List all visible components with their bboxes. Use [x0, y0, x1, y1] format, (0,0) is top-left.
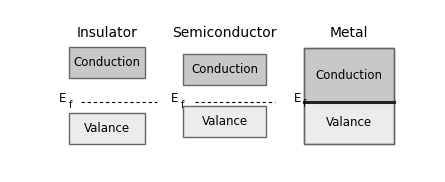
Bar [304, 48, 394, 144]
Text: Conduction: Conduction [74, 56, 141, 69]
Text: Conduction: Conduction [315, 69, 382, 82]
Bar [183, 106, 266, 137]
Text: E: E [59, 92, 66, 105]
Text: f: f [69, 100, 72, 110]
Bar [69, 47, 146, 78]
Text: Valance: Valance [84, 122, 130, 135]
Text: E: E [171, 92, 178, 105]
Bar [304, 102, 394, 144]
Text: Semiconductor: Semiconductor [172, 26, 277, 40]
Text: Valance: Valance [202, 115, 248, 128]
Text: Valance: Valance [326, 116, 372, 129]
Bar [69, 113, 146, 144]
Text: f: f [181, 100, 184, 110]
Bar [183, 54, 266, 85]
Text: E: E [294, 92, 301, 105]
Text: Metal: Metal [329, 26, 368, 40]
Text: f: f [303, 99, 307, 109]
Text: Insulator: Insulator [77, 26, 138, 40]
Bar [304, 48, 394, 102]
Text: Conduction: Conduction [191, 63, 258, 76]
